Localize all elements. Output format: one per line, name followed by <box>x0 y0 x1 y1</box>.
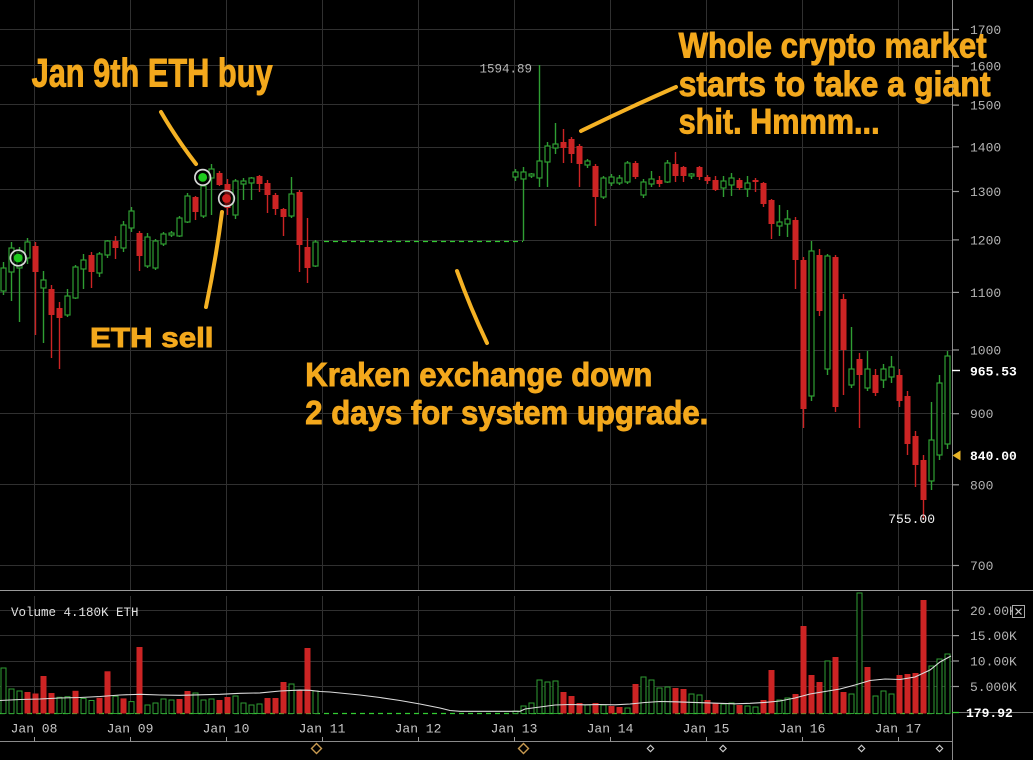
svg-text:ETH sell: ETH sell <box>90 322 214 353</box>
svg-text:Jan 15: Jan 15 <box>683 722 730 737</box>
svg-text:Jan 09: Jan 09 <box>107 722 154 737</box>
svg-text:1200: 1200 <box>970 233 1001 248</box>
svg-text:755.00: 755.00 <box>888 512 935 527</box>
svg-text:1400: 1400 <box>970 140 1001 155</box>
svg-text:shit. Hmmm...: shit. Hmmm... <box>679 103 880 142</box>
svg-text:10.00K: 10.00K <box>970 655 1017 670</box>
svg-text:900: 900 <box>970 407 993 422</box>
svg-text:840.00: 840.00 <box>970 449 1017 464</box>
svg-text:1000: 1000 <box>970 344 1001 359</box>
svg-text:Volume 4.180K ETH: Volume 4.180K ETH <box>11 606 139 620</box>
svg-text:Jan 14: Jan 14 <box>587 722 634 737</box>
svg-text:1500: 1500 <box>970 99 1001 114</box>
svg-text:1100: 1100 <box>970 286 1001 301</box>
svg-text:800: 800 <box>970 478 993 493</box>
svg-text:Whole crypto market: Whole crypto market <box>679 26 987 65</box>
svg-text:Jan 11: Jan 11 <box>299 722 346 737</box>
svg-text:965.53: 965.53 <box>970 365 1017 380</box>
svg-text:Jan 10: Jan 10 <box>203 722 250 737</box>
svg-text:starts to take a giant: starts to take a giant <box>679 65 991 104</box>
svg-text:20.00K: 20.00K <box>970 604 1017 619</box>
svg-text:Jan 16: Jan 16 <box>779 722 826 737</box>
svg-text:700: 700 <box>970 559 993 574</box>
svg-text:5.000K: 5.000K <box>970 680 1017 695</box>
svg-text:Jan 12: Jan 12 <box>395 722 442 737</box>
svg-text:15.00K: 15.00K <box>970 629 1017 644</box>
svg-text:1594.89: 1594.89 <box>479 63 532 77</box>
svg-text:1700: 1700 <box>970 23 1001 38</box>
svg-text:2 days for system upgrade.: 2 days for system upgrade. <box>305 394 708 431</box>
svg-text:Kraken exchange down: Kraken exchange down <box>305 356 652 393</box>
svg-text:1600: 1600 <box>970 60 1001 75</box>
svg-text:Jan 17: Jan 17 <box>875 722 922 737</box>
svg-text:Jan 08: Jan 08 <box>11 722 58 737</box>
svg-text:1300: 1300 <box>970 185 1001 200</box>
svg-text:Jan 13: Jan 13 <box>491 722 538 737</box>
svg-text:179.92: 179.92 <box>966 706 1013 721</box>
svg-text:Jan 9th ETH buy: Jan 9th ETH buy <box>32 52 274 96</box>
